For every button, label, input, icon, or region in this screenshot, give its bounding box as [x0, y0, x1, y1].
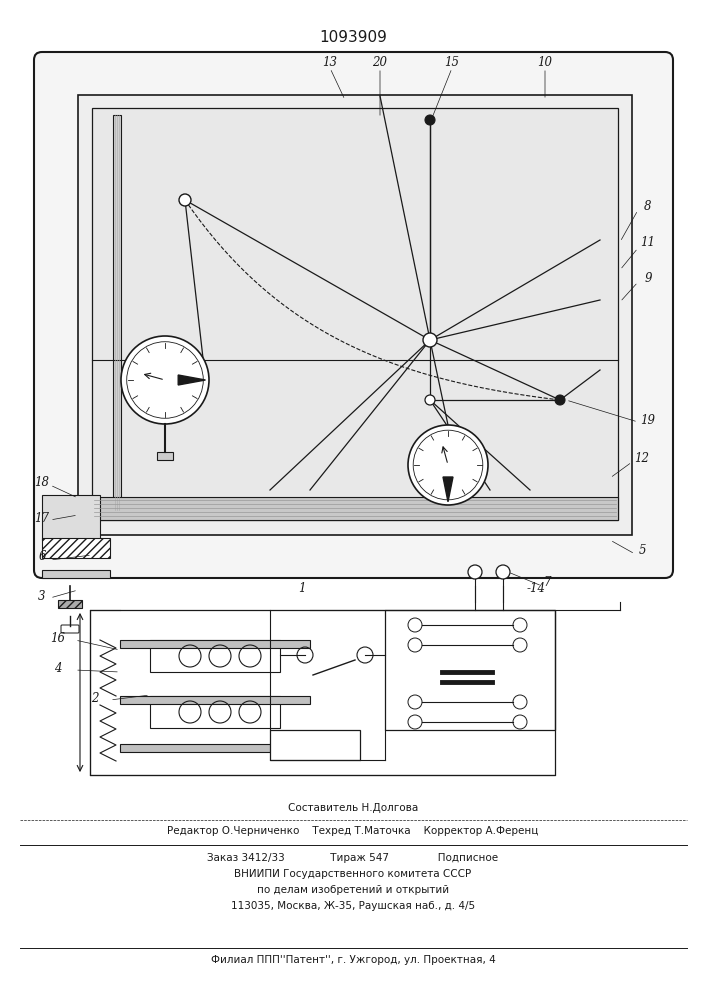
- Text: 13: 13: [322, 55, 337, 68]
- Circle shape: [425, 115, 435, 125]
- Bar: [120, 640, 310, 648]
- Bar: [385, 610, 555, 730]
- Bar: [78, 95, 632, 535]
- Text: Составитель Н.Долгова: Составитель Н.Долгова: [288, 803, 418, 813]
- Circle shape: [425, 395, 435, 405]
- Bar: [42, 570, 110, 578]
- Bar: [90, 610, 555, 775]
- Text: 113035, Москва, Ж-35, Раушская наб., д. 4/5: 113035, Москва, Ж-35, Раушская наб., д. …: [231, 901, 475, 911]
- Polygon shape: [443, 477, 453, 502]
- Bar: [120, 744, 310, 752]
- Bar: [120, 696, 310, 704]
- Text: 15: 15: [445, 55, 460, 68]
- Text: 18: 18: [35, 477, 49, 489]
- Circle shape: [555, 395, 565, 405]
- Bar: [92, 497, 618, 520]
- Text: 19: 19: [641, 414, 655, 426]
- Text: 9: 9: [644, 271, 652, 284]
- Bar: [42, 495, 100, 540]
- Text: 17: 17: [35, 512, 49, 524]
- Bar: [150, 640, 280, 672]
- Text: по делам изобретений и открытий: по делам изобретений и открытий: [257, 885, 449, 895]
- Text: Редактор О.Черниченко    Техред Т.Маточка    Корректор А.Ференц: Редактор О.Черниченко Техред Т.Маточка К…: [168, 826, 539, 836]
- Text: 1093909: 1093909: [319, 30, 387, 45]
- Bar: [92, 108, 618, 520]
- Polygon shape: [178, 375, 206, 385]
- Text: -14: -14: [527, 582, 546, 594]
- Text: 7: 7: [543, 576, 551, 588]
- Bar: [42, 538, 110, 558]
- Text: 2: 2: [91, 692, 99, 704]
- Text: 11: 11: [641, 236, 655, 249]
- Text: Филиал ПΠΠ''Патент'', г. Ужгород, ул. Проектная, 4: Филиал ПΠΠ''Патент'', г. Ужгород, ул. Пр…: [211, 955, 496, 965]
- Text: 3: 3: [38, 589, 46, 602]
- Circle shape: [127, 342, 204, 418]
- Text: ВНИИПИ Государственного комитета СССР: ВНИИПИ Государственного комитета СССР: [235, 869, 472, 879]
- Bar: [150, 696, 280, 728]
- Text: 1: 1: [298, 582, 305, 594]
- Text: 1: 1: [311, 738, 319, 752]
- Circle shape: [408, 425, 488, 505]
- Text: 5: 5: [638, 544, 645, 556]
- Text: 20: 20: [373, 55, 387, 68]
- Text: Заказ 3412/33              Тираж 547               Подписное: Заказ 3412/33 Тираж 547 Подписное: [207, 853, 498, 863]
- Bar: [157, 452, 173, 460]
- Bar: [58, 600, 82, 608]
- Text: 16: 16: [50, 632, 66, 645]
- Circle shape: [121, 336, 209, 424]
- Circle shape: [413, 430, 483, 500]
- Circle shape: [496, 565, 510, 579]
- Text: 10: 10: [537, 55, 552, 68]
- Text: 4: 4: [54, 662, 62, 674]
- Circle shape: [179, 194, 191, 206]
- Text: 8: 8: [644, 200, 652, 213]
- Text: 6: 6: [38, 550, 46, 562]
- Bar: [113, 115, 121, 510]
- Circle shape: [423, 333, 437, 347]
- Bar: [270, 730, 360, 760]
- Circle shape: [468, 565, 482, 579]
- FancyBboxPatch shape: [34, 52, 673, 578]
- Text: 12: 12: [634, 452, 650, 464]
